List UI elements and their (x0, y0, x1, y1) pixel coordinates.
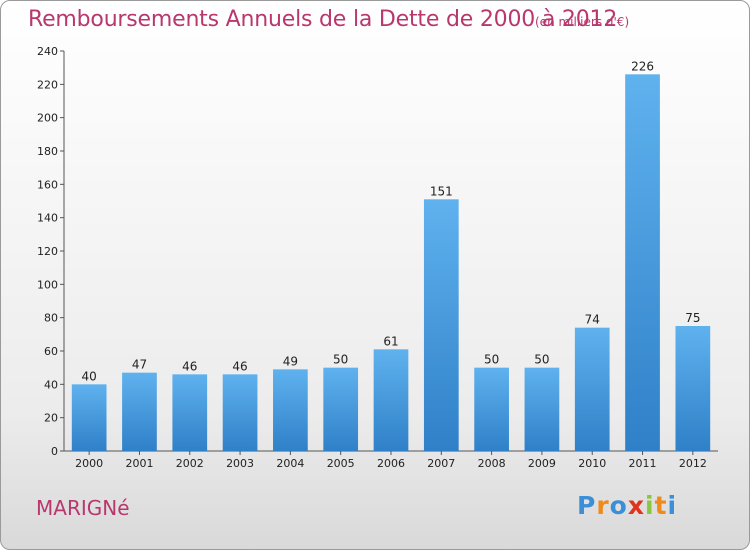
data-label: 151 (430, 184, 453, 198)
y-tick-label: 220 (37, 78, 58, 91)
data-label: 50 (333, 353, 348, 367)
data-label: 61 (383, 334, 398, 348)
bar (423, 199, 459, 451)
y-tick-label: 240 (37, 45, 58, 58)
data-label: 46 (232, 359, 247, 373)
bar (172, 374, 208, 451)
y-tick-label: 80 (44, 312, 58, 325)
data-label: 74 (585, 313, 600, 327)
data-label: 49 (283, 354, 298, 368)
y-tick-label: 180 (37, 145, 58, 158)
y-tick-label: 20 (44, 412, 58, 425)
proxiti-logo: Proxiti (577, 491, 677, 520)
y-tick-label: 140 (37, 212, 58, 225)
x-tick-label: 2000 (75, 457, 103, 470)
x-tick-label: 2011 (629, 457, 657, 470)
x-tick-label: 2004 (276, 457, 304, 470)
bar (675, 326, 711, 451)
y-tick-label: 60 (44, 345, 58, 358)
x-tick-label: 2005 (327, 457, 355, 470)
x-tick-label: 2002 (176, 457, 204, 470)
x-tick-label: 2010 (578, 457, 606, 470)
bar (273, 369, 308, 451)
bar (574, 327, 610, 451)
x-tick-label: 2007 (427, 457, 455, 470)
x-tick-label: 2009 (528, 457, 556, 470)
bar (524, 367, 560, 451)
x-tick-label: 2001 (125, 457, 153, 470)
x-tick-label: 2012 (679, 457, 707, 470)
y-tick-label: 0 (51, 445, 58, 458)
y-tick-label: 120 (37, 245, 58, 258)
y-tick-label: 40 (44, 378, 58, 391)
bar (122, 372, 157, 451)
data-label: 47 (132, 358, 147, 372)
logo-letter: t (654, 491, 668, 520)
data-label: 50 (484, 353, 499, 367)
data-label: 46 (182, 359, 197, 373)
x-tick-label: 2008 (478, 457, 506, 470)
data-label: 75 (685, 311, 700, 325)
y-tick-label: 160 (37, 178, 58, 191)
chart-title: Remboursements Annuels de la Dette de 20… (28, 7, 618, 32)
x-tick-label: 2003 (226, 457, 254, 470)
bar (71, 384, 107, 451)
y-tick-label: 200 (37, 112, 58, 125)
bar-series: 40 47 46 46 49 50 61 151 50 50 74 226 75 (71, 59, 711, 451)
logo-letter: i (645, 491, 655, 520)
logo-letter: o (609, 491, 628, 520)
data-label: 40 (82, 369, 97, 383)
logo-letter: r (596, 491, 610, 520)
bar (323, 367, 359, 451)
data-label: 226 (631, 59, 654, 73)
chart-subtitle: (en milliers d'€) (535, 15, 630, 29)
bar (625, 74, 660, 451)
bar (373, 349, 409, 451)
logo-letter: x (627, 491, 645, 520)
logo-letter: i (667, 491, 678, 520)
chart-axes: 0 20 40 60 80 100 120 140 160 180 200 220 240 2000 200… (37, 45, 718, 470)
x-tick-label: 2006 (377, 457, 405, 470)
data-label: 50 (534, 353, 549, 367)
city-name: MARIGNé (36, 496, 130, 520)
bar (222, 374, 258, 451)
bar (474, 367, 509, 451)
y-tick-label: 100 (37, 278, 58, 291)
logo-letter: P (577, 491, 597, 520)
